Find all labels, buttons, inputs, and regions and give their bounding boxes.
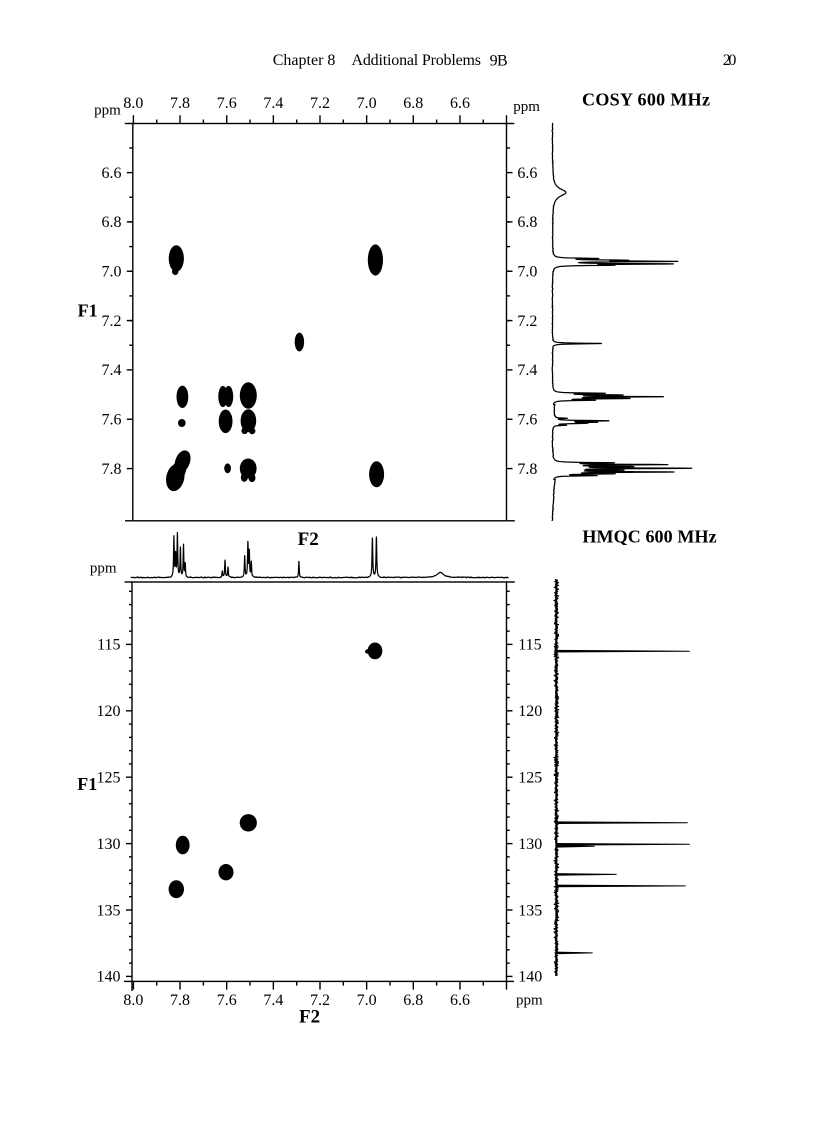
svg-text:125: 125 (97, 770, 121, 787)
svg-text:6.6: 6.6 (102, 165, 122, 182)
svg-text:6.8: 6.8 (403, 992, 423, 1009)
svg-text:7.2: 7.2 (310, 992, 330, 1009)
svg-text:6.6: 6.6 (450, 95, 470, 112)
svg-text:7.0: 7.0 (357, 95, 377, 112)
svg-text:20: 20 (723, 52, 737, 69)
svg-text:125: 125 (518, 770, 542, 787)
svg-text:F2: F2 (299, 1006, 320, 1027)
svg-text:F1: F1 (78, 301, 98, 321)
svg-text:Additional Problems: Additional Problems (352, 52, 482, 69)
svg-text:9B: 9B (490, 52, 508, 69)
svg-text:ppm: ppm (90, 560, 117, 576)
svg-text:Chapter 8: Chapter 8 (273, 52, 336, 69)
svg-text:6.6: 6.6 (450, 992, 470, 1009)
svg-text:7.6: 7.6 (517, 412, 537, 429)
svg-text:7.8: 7.8 (517, 461, 537, 478)
svg-text:7.2: 7.2 (517, 313, 537, 330)
svg-text:7.0: 7.0 (517, 264, 537, 281)
svg-text:6.8: 6.8 (102, 214, 122, 231)
svg-text:115: 115 (97, 637, 120, 654)
svg-text:7.2: 7.2 (102, 313, 122, 330)
svg-text:7.8: 7.8 (170, 992, 190, 1009)
svg-text:ppm: ppm (94, 102, 121, 118)
svg-text:8.0: 8.0 (123, 95, 143, 112)
svg-text:6.8: 6.8 (517, 214, 537, 231)
svg-text:7.4: 7.4 (263, 95, 283, 112)
svg-text:7.2: 7.2 (310, 95, 330, 112)
svg-text:120: 120 (97, 703, 121, 720)
svg-text:7.8: 7.8 (102, 461, 122, 478)
svg-text:115: 115 (518, 637, 541, 654)
svg-text:8.0: 8.0 (123, 992, 143, 1009)
svg-text:140: 140 (97, 969, 121, 986)
svg-text:135: 135 (97, 902, 121, 919)
svg-text:130: 130 (518, 836, 542, 853)
svg-text:120: 120 (518, 703, 542, 720)
svg-text:ppm: ppm (516, 992, 543, 1008)
svg-text:HMQC 600 MHz: HMQC 600 MHz (582, 527, 716, 547)
svg-text:7.8: 7.8 (170, 95, 190, 112)
svg-text:135: 135 (518, 902, 542, 919)
svg-text:6.6: 6.6 (517, 165, 537, 182)
svg-text:7.4: 7.4 (517, 362, 537, 379)
svg-text:7.6: 7.6 (217, 992, 237, 1009)
svg-text:ppm: ppm (513, 99, 540, 115)
svg-text:130: 130 (97, 836, 121, 853)
svg-text:7.4: 7.4 (263, 992, 283, 1009)
svg-text:COSY 600 MHz: COSY 600 MHz (582, 90, 710, 110)
svg-text:6.8: 6.8 (403, 95, 423, 112)
svg-text:F2: F2 (298, 529, 319, 550)
svg-text:F1: F1 (77, 774, 97, 794)
svg-text:7.0: 7.0 (102, 264, 122, 281)
svg-text:7.0: 7.0 (357, 992, 377, 1009)
svg-text:7.6: 7.6 (217, 95, 237, 112)
svg-text:140: 140 (518, 969, 542, 986)
svg-text:7.6: 7.6 (102, 412, 122, 429)
svg-text:7.4: 7.4 (102, 362, 122, 379)
